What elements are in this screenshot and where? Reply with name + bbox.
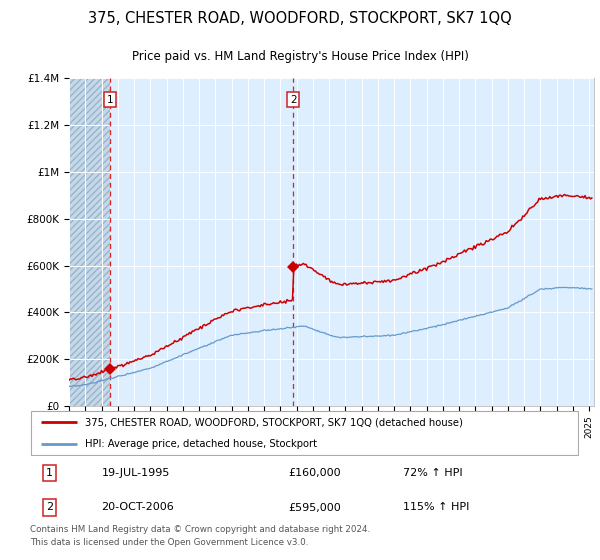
Text: 115% ↑ HPI: 115% ↑ HPI xyxy=(403,502,470,512)
Text: 1: 1 xyxy=(46,468,53,478)
Text: Contains HM Land Registry data © Crown copyright and database right 2024.
This d: Contains HM Land Registry data © Crown c… xyxy=(30,525,370,547)
Text: 375, CHESTER ROAD, WOODFORD, STOCKPORT, SK7 1QQ (detached house): 375, CHESTER ROAD, WOODFORD, STOCKPORT, … xyxy=(85,417,463,427)
Text: 375, CHESTER ROAD, WOODFORD, STOCKPORT, SK7 1QQ: 375, CHESTER ROAD, WOODFORD, STOCKPORT, … xyxy=(88,11,512,26)
Text: Price paid vs. HM Land Registry's House Price Index (HPI): Price paid vs. HM Land Registry's House … xyxy=(131,50,469,63)
Text: 19-JUL-1995: 19-JUL-1995 xyxy=(101,468,170,478)
FancyBboxPatch shape xyxy=(31,411,578,455)
Text: £595,000: £595,000 xyxy=(288,502,341,512)
Bar xyxy=(69,78,110,406)
Text: 20-OCT-2006: 20-OCT-2006 xyxy=(101,502,174,512)
Text: £160,000: £160,000 xyxy=(288,468,341,478)
Text: 72% ↑ HPI: 72% ↑ HPI xyxy=(403,468,463,478)
Text: 2: 2 xyxy=(290,95,296,105)
Text: HPI: Average price, detached house, Stockport: HPI: Average price, detached house, Stoc… xyxy=(85,439,317,449)
Text: 2: 2 xyxy=(46,502,53,512)
Text: 1: 1 xyxy=(107,95,113,105)
